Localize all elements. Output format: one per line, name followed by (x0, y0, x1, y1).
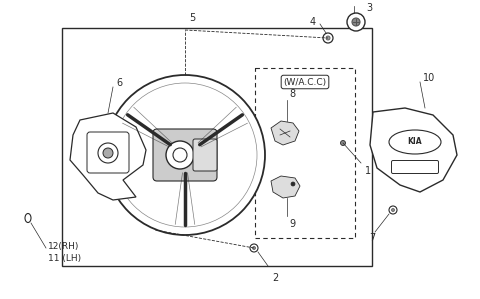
Circle shape (291, 182, 295, 186)
Text: 2: 2 (272, 273, 278, 283)
Text: 12(RH): 12(RH) (48, 242, 79, 251)
PathPatch shape (271, 176, 300, 198)
Circle shape (166, 141, 194, 169)
Text: 3: 3 (366, 3, 372, 13)
Circle shape (340, 141, 346, 146)
Text: 4: 4 (310, 17, 316, 27)
FancyBboxPatch shape (193, 139, 217, 171)
Text: 11 (LH): 11 (LH) (48, 254, 81, 263)
Text: (W/A.C.C): (W/A.C.C) (283, 77, 326, 86)
Circle shape (389, 206, 397, 214)
Circle shape (392, 208, 395, 211)
Ellipse shape (389, 130, 441, 154)
Circle shape (352, 18, 360, 26)
Circle shape (98, 143, 118, 163)
FancyBboxPatch shape (87, 132, 129, 173)
Circle shape (323, 33, 333, 43)
PathPatch shape (271, 121, 299, 145)
PathPatch shape (70, 113, 146, 200)
Circle shape (105, 75, 265, 235)
FancyBboxPatch shape (153, 129, 217, 181)
Circle shape (326, 36, 330, 40)
Circle shape (252, 246, 255, 249)
PathPatch shape (370, 108, 457, 192)
Bar (255, 68, 355, 238)
Text: 5: 5 (189, 13, 195, 23)
Circle shape (173, 148, 187, 162)
Circle shape (250, 244, 258, 252)
Bar (62, 28, 372, 266)
Text: KIA: KIA (408, 138, 422, 147)
Text: 8: 8 (289, 89, 295, 99)
Text: 6: 6 (116, 78, 122, 88)
Text: 10: 10 (423, 73, 435, 83)
Text: 9: 9 (289, 219, 295, 229)
Text: 1: 1 (365, 166, 371, 176)
Circle shape (347, 13, 365, 31)
Circle shape (103, 148, 113, 158)
Ellipse shape (25, 213, 31, 222)
Text: 7: 7 (369, 233, 375, 243)
FancyBboxPatch shape (392, 161, 439, 173)
